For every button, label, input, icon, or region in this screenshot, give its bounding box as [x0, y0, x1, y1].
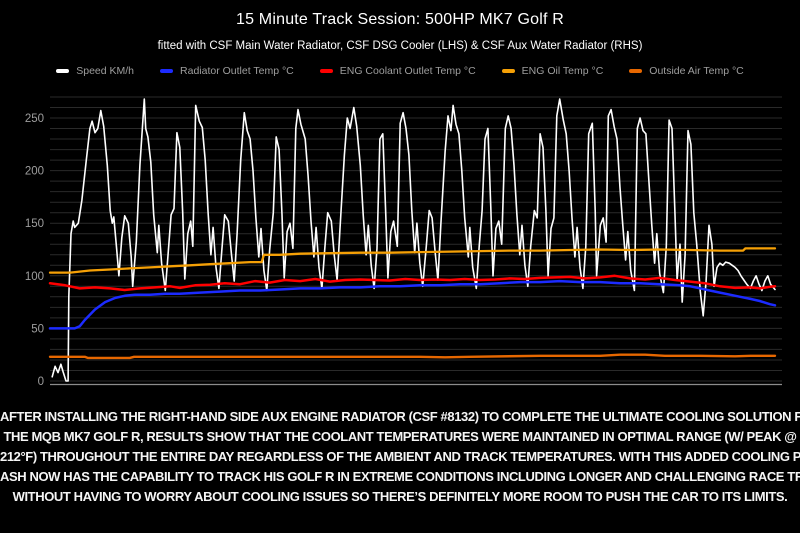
legend-label: Outside Air Temp °C: [649, 65, 744, 77]
legend: Speed KM/h Radiator Outlet Temp °C ENG C…: [0, 65, 800, 77]
legend-item-radiator-outlet-temp[interactable]: Radiator Outlet Temp °C: [160, 65, 294, 77]
y-axis-tick-label: 100: [25, 271, 44, 283]
caption-line: AFTER INSTALLING THE RIGHT-HAND SIDE AUX…: [0, 409, 800, 424]
series-line-speed: [51, 98, 776, 382]
chart-title: 15 Minute Track Session: 500HP MK7 Golf …: [235, 11, 565, 28]
series-line-oil: [48, 247, 777, 274]
y-axis-tick-label: 250: [25, 113, 44, 125]
legend-item-speed[interactable]: Speed KM/h: [56, 65, 134, 77]
caption-line: ASH NOW HAS THE CAPABILITY TO TRACK HIS …: [0, 469, 800, 484]
y-axis-tick-label: 0: [38, 376, 44, 388]
caption-text: AFTER INSTALLING THE RIGHT-HAND SIDE AUX…: [0, 407, 800, 507]
caption-line: 212°F) THROUGHOUT THE ENTIRE DAY REGARDL…: [0, 449, 800, 464]
legend-label: Radiator Outlet Temp °C: [180, 65, 294, 77]
caption-line: THE MQB MK7 GOLF R, RESULTS SHOW THAT TH…: [3, 429, 797, 444]
chart-subtitle: fitted with CSF Main Water Radiator, CSF…: [157, 40, 643, 52]
y-axis-tick-label: 200: [25, 166, 44, 178]
legend-item-outside-air-temp[interactable]: Outside Air Temp °C: [629, 65, 744, 77]
radiator-outlet-swatch-icon: [160, 69, 174, 73]
coolant-outlet-swatch-icon: [319, 69, 333, 73]
series-line-outside-air: [48, 353, 777, 360]
series-line-coolant-outlet: [48, 274, 777, 292]
speed-swatch-icon: [56, 69, 70, 73]
y-axis-tick-label: 50: [31, 323, 44, 335]
legend-item-coolant-outlet-temp[interactable]: ENG Coolant Outlet Temp °C: [319, 65, 476, 77]
legend-item-oil-temp[interactable]: ENG Oil Temp °C: [501, 65, 604, 77]
line-chart: 0 50 100 150 200 250: [25, 96, 782, 388]
legend-label: Speed KM/h: [76, 65, 135, 77]
y-axis-tick-label: 150: [25, 218, 44, 230]
legend-label: ENG Oil Temp °C: [521, 65, 604, 77]
series-line-radiator-outlet: [48, 279, 777, 330]
caption-line: WITHOUT HAVING TO WORRY ABOUT COOLING IS…: [12, 489, 788, 504]
outside-air-swatch-icon: [629, 69, 643, 73]
legend-label: ENG Coolant Outlet Temp °C: [339, 65, 476, 77]
oil-temp-swatch-icon: [501, 69, 515, 73]
